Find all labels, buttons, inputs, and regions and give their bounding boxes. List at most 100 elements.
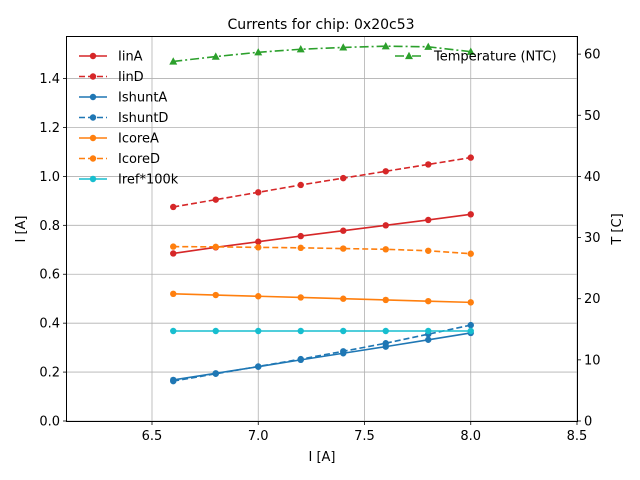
- data-point-IshuntD: [297, 355, 304, 363]
- data-point-Temperature (NTC): [424, 42, 433, 50]
- data-point-IcoreA: [255, 293, 262, 300]
- data-point-IcoreD: [340, 245, 347, 252]
- x-tick-label: 6.5: [142, 429, 163, 444]
- data-point-Iref*100k: [382, 327, 389, 335]
- data-point-Temperature (NTC): [466, 47, 475, 55]
- y-axis-left: 0.0 0.2 0.4 0.6 0.8 1.0 1.2 1.4: [39, 72, 67, 430]
- y-tick-label-left: 1.2: [39, 121, 60, 136]
- data-point-IcoreA: [170, 290, 177, 298]
- x-tick-label: 8.0: [460, 429, 481, 444]
- y-tick-label-left: 0.2: [39, 366, 60, 381]
- data-point-Temperature (NTC): [169, 57, 178, 65]
- data-point-IinD: [170, 203, 177, 211]
- data-point-IshuntD: [382, 340, 389, 347]
- data-point-IinD: [382, 168, 389, 175]
- data-point-IcoreD: [255, 244, 262, 251]
- data-point-IinD: [340, 174, 347, 182]
- data-point-IinA: [297, 232, 304, 240]
- data-point-Iref*100k: [467, 327, 474, 335]
- data-point-Iref*100k: [425, 327, 432, 335]
- legend-label: IinD: [118, 70, 144, 85]
- series-layer: [169, 41, 475, 385]
- y-tick-label-left: 0.6: [39, 268, 60, 283]
- legend-item-IcoreD: IcoreD: [79, 152, 160, 167]
- y-tick-label-right: 0: [584, 415, 592, 430]
- legend-right: Temperature (NTC): [395, 50, 557, 65]
- series-IshuntD: [170, 321, 474, 385]
- data-point-IinA: [467, 211, 474, 218]
- series-IcoreD: [170, 243, 474, 257]
- data-point-IshuntD: [255, 363, 262, 370]
- series-IcoreA: [170, 290, 474, 306]
- y-axis-right: 0 10 20 30 40 50 60: [577, 48, 601, 430]
- data-point-Iref*100k: [212, 327, 219, 335]
- series-IinD: [170, 154, 474, 211]
- legend-label: IshuntD: [118, 111, 168, 126]
- data-point-IcoreA: [297, 294, 304, 301]
- y-axis-title-left: I [A]: [14, 215, 29, 242]
- legend-marker: [89, 114, 97, 121]
- legend-label: IcoreD: [118, 152, 160, 167]
- x-axis-title: I [A]: [308, 450, 335, 465]
- x-axis: 6.5 7.0 7.5 8.0 8.5: [142, 421, 587, 444]
- legend-marker: [89, 155, 97, 162]
- series-line-IinD: [173, 156, 471, 208]
- data-point-IshuntA: [425, 336, 432, 343]
- y-tick-label-left: 1.0: [39, 170, 60, 185]
- data-point-Iref*100k: [340, 327, 347, 335]
- legend-label: IinA: [118, 50, 143, 65]
- y-tick-label-right: 50: [584, 109, 601, 124]
- data-point-Temperature (NTC): [296, 45, 305, 53]
- y-tick-label-right: 40: [584, 170, 601, 185]
- y-tick-label-right: 30: [584, 231, 601, 246]
- data-point-Iref*100k: [170, 327, 177, 335]
- legend-marker: [405, 51, 413, 60]
- data-point-IshuntD: [467, 321, 474, 329]
- y-tick-label-left: 0.4: [39, 317, 60, 332]
- data-point-IinA: [425, 216, 432, 224]
- data-point-IcoreD: [170, 243, 177, 250]
- data-point-IcoreD: [425, 247, 432, 254]
- legend-item-IinD: IinD: [79, 70, 144, 85]
- data-point-Temperature (NTC): [381, 41, 390, 50]
- legend-marker: [89, 134, 97, 142]
- series-Temperature (NTC): [169, 41, 475, 65]
- legend-marker: [89, 52, 97, 60]
- data-point-IinD: [297, 181, 304, 189]
- legend-label: Iref*100k: [118, 173, 179, 188]
- data-point-IinD: [212, 196, 219, 203]
- x-tick-label: 7.5: [354, 429, 375, 444]
- data-point-IcoreA: [340, 295, 347, 302]
- data-point-IcoreA: [425, 297, 432, 305]
- legend-label: IshuntA: [118, 91, 167, 106]
- y-axis-title-right: T [C]: [610, 213, 625, 245]
- legend-item-IcoreA: IcoreA: [79, 132, 159, 147]
- data-point-IinD: [425, 161, 432, 168]
- data-point-IcoreA: [467, 299, 474, 306]
- data-point-IinA: [340, 227, 347, 234]
- plot-frame: [66, 36, 578, 422]
- data-point-IinD: [467, 154, 474, 161]
- y-tick-label-left: 1.4: [39, 72, 60, 87]
- legend-marker: [89, 93, 97, 101]
- legend-item-IshuntD: IshuntD: [79, 111, 168, 126]
- legend-item-Iref*100k: Iref*100k: [79, 173, 179, 188]
- data-point-IcoreD: [212, 243, 219, 251]
- series-line-IcoreD: [173, 245, 471, 255]
- legend-item-IinA: IinA: [79, 50, 143, 65]
- data-point-IcoreA: [382, 296, 389, 304]
- legend-marker: [89, 73, 97, 80]
- y-tick-label-right: 10: [584, 353, 601, 368]
- series-line-Temperature (NTC): [173, 45, 471, 63]
- legend-label: IcoreA: [118, 132, 159, 147]
- data-point-IcoreD: [297, 244, 304, 252]
- series-line-IshuntD: [173, 324, 471, 382]
- data-point-IcoreD: [382, 246, 389, 253]
- series-Iref*100k: [170, 327, 474, 335]
- chart-title: Currents for chip: 0x20c53: [227, 17, 414, 33]
- data-point-IshuntD: [340, 348, 347, 355]
- y-tick-label-right: 20: [584, 292, 601, 307]
- data-point-IcoreA: [212, 291, 219, 299]
